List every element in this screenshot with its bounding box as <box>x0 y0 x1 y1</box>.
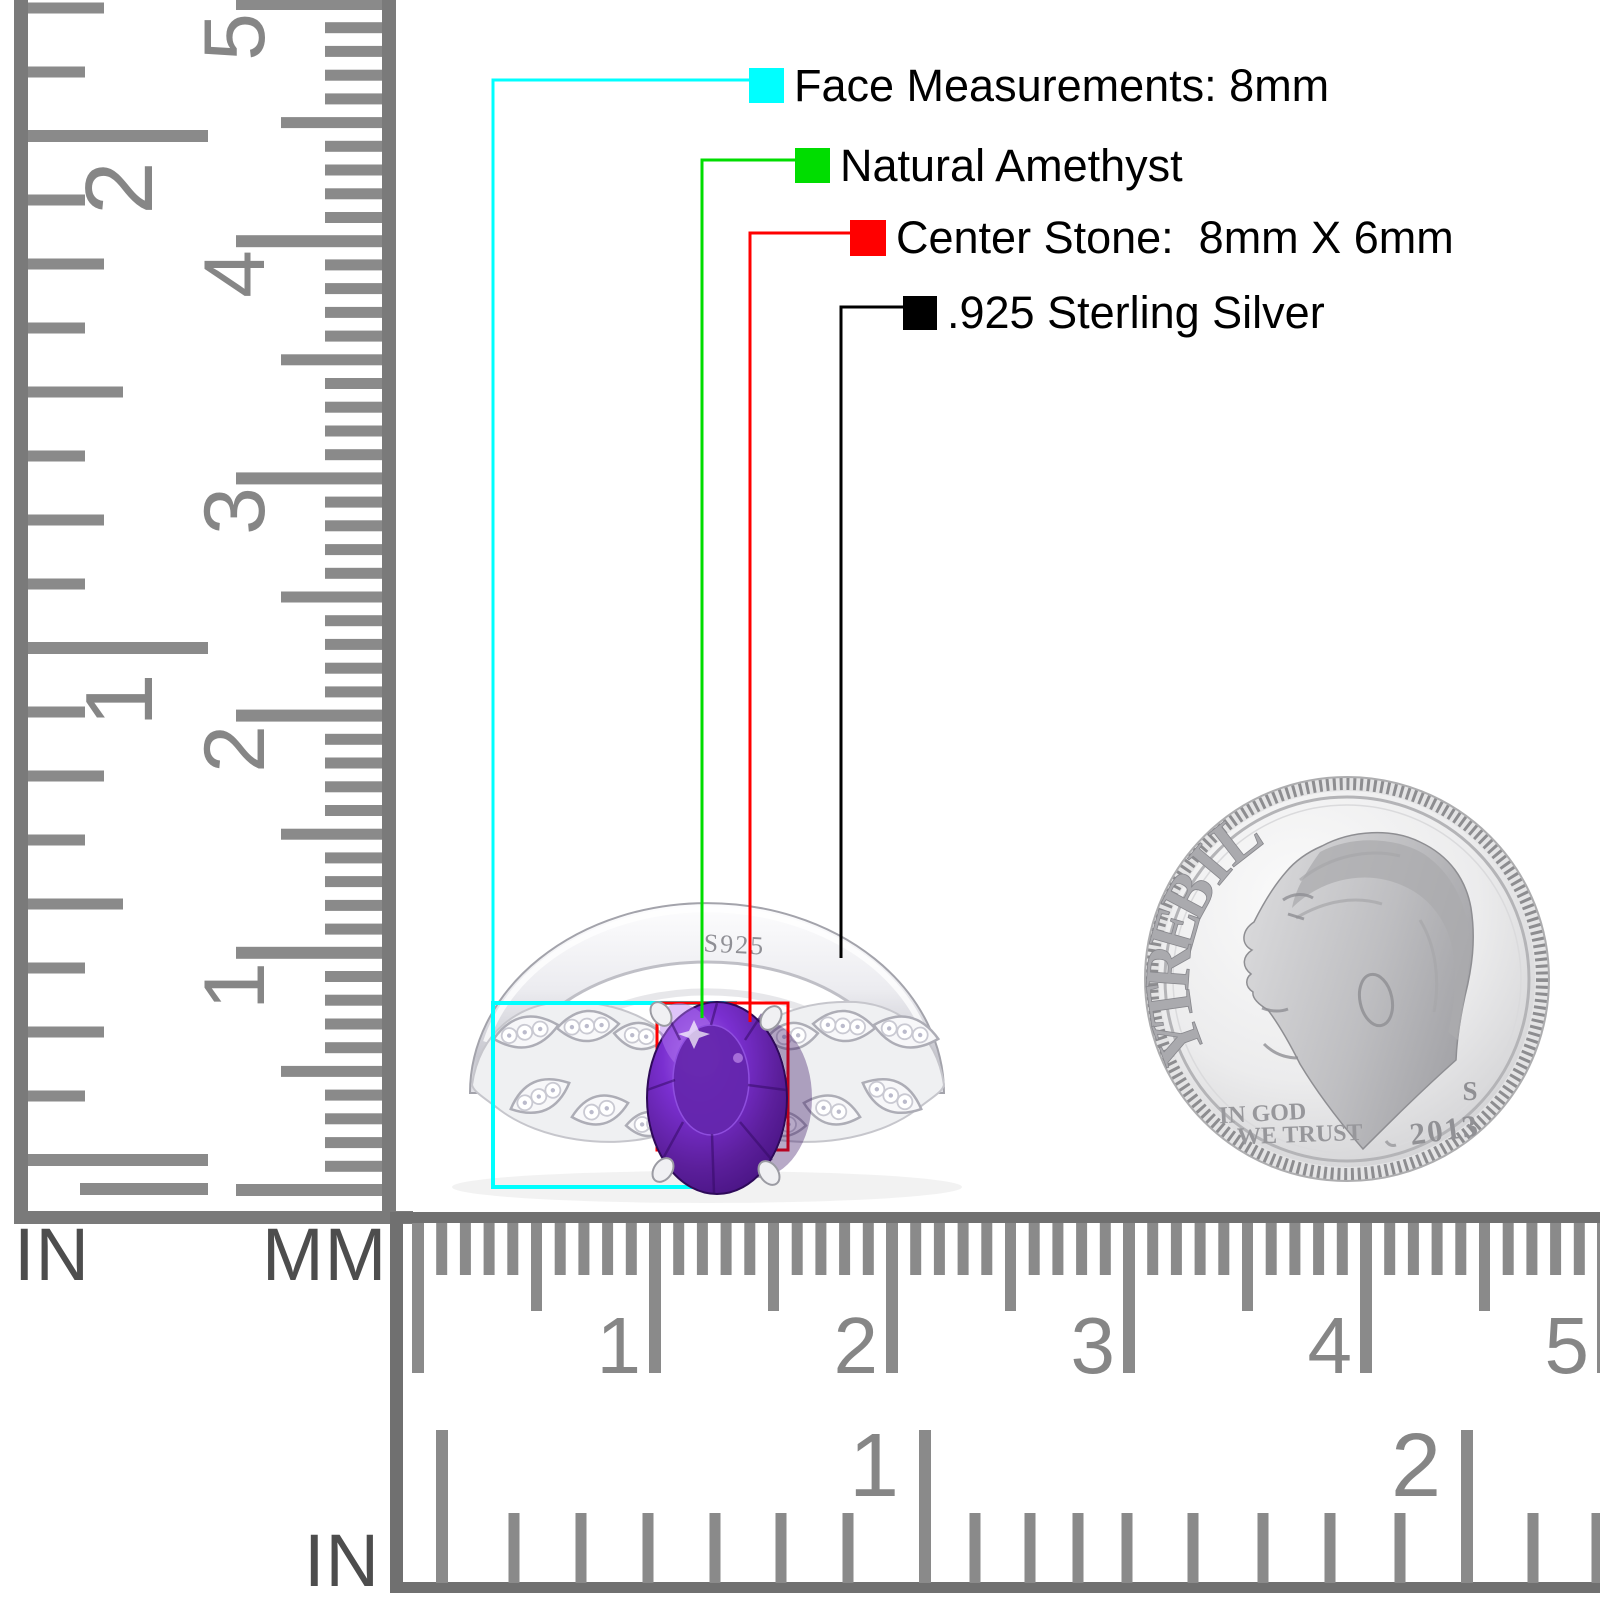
leader-line <box>491 78 749 1003</box>
svg-text:2: 2 <box>187 725 283 773</box>
leader-line <box>839 305 903 958</box>
leader-line <box>700 158 795 1018</box>
coin-motto-line2: WE TRUST <box>1237 1120 1363 1150</box>
metal-stamp: S925 <box>703 928 766 960</box>
prong <box>651 1157 675 1183</box>
ear <box>1357 972 1395 1028</box>
left-inch-ruler: 12 <box>14 0 413 1224</box>
svg-text:1: 1 <box>849 1416 899 1516</box>
green-swatch-icon <box>795 148 830 183</box>
callout-text: Center Stone: 8mm X 6mm <box>896 212 1454 263</box>
hair <box>1292 840 1470 1040</box>
callout-metal: .925 Sterling Silver <box>903 290 1325 335</box>
callout-text: Face Measurements: 8mm <box>794 60 1330 111</box>
callout-stone-material: Natural Amethyst <box>795 143 1183 188</box>
prong <box>759 1005 783 1031</box>
svg-text:5: 5 <box>1545 1301 1590 1390</box>
callout-text: Natural Amethyst <box>840 140 1183 191</box>
bottom-inch-unit-label: IN <box>304 1519 380 1600</box>
svg-text:1: 1 <box>597 1301 642 1390</box>
cyan-swatch-icon <box>749 68 784 103</box>
svg-text:R: R <box>1131 940 1205 992</box>
svg-text:3: 3 <box>1071 1301 1116 1390</box>
svg-text:1: 1 <box>187 962 283 1010</box>
left-mm-ruler: 1 2 3 4 5 <box>187 0 396 1213</box>
callout-text: .925 Sterling Silver <box>947 287 1325 338</box>
left-inch-unit-label: IN <box>14 1213 90 1296</box>
red-swatch-icon <box>850 219 886 256</box>
black-swatch-icon <box>903 295 937 330</box>
svg-text:4: 4 <box>1308 1301 1353 1390</box>
coin-mint-mark: S <box>1462 1076 1477 1106</box>
svg-text:2: 2 <box>834 1301 879 1390</box>
callout-face-measurements: Face Measurements: 8mm <box>749 63 1329 108</box>
prong <box>649 1001 673 1027</box>
callout-center-stone-size: Center Stone: 8mm X 6mm <box>850 215 1454 260</box>
svg-text:T: T <box>1131 978 1207 1030</box>
left-mm-unit-label: MM <box>262 1213 388 1296</box>
callout-leader-lines <box>491 78 903 1022</box>
svg-text:4: 4 <box>187 250 283 298</box>
svg-text:5: 5 <box>187 13 283 61</box>
coin-motto-line1: IN GOD <box>1218 1099 1307 1130</box>
coin-reeding <box>1146 778 1548 1180</box>
svg-text:2: 2 <box>1391 1416 1441 1516</box>
svg-text:2: 2 <box>66 161 173 214</box>
amethyst-stone <box>646 1001 812 1195</box>
svg-text:3: 3 <box>187 487 283 535</box>
prong <box>757 1160 781 1186</box>
leader-line <box>748 231 850 1022</box>
svg-text:1: 1 <box>66 673 173 726</box>
